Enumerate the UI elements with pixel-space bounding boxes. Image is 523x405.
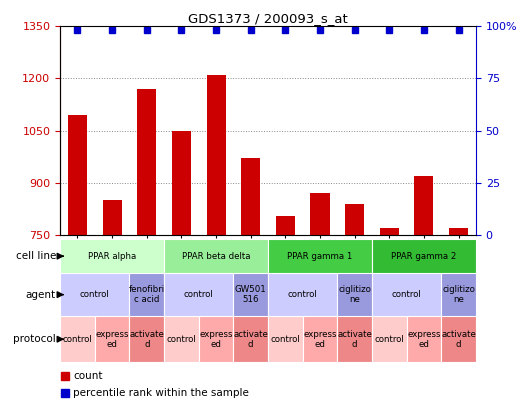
Text: PPAR alpha: PPAR alpha [88,252,137,261]
Bar [345,204,364,235]
Bar [233,273,268,316]
Text: control: control [166,335,196,344]
Bar [164,316,199,362]
Title: GDS1373 / 200093_s_at: GDS1373 / 200093_s_at [188,12,348,25]
Text: control: control [374,335,404,344]
Bar [303,316,337,362]
Bar [268,273,337,316]
Text: GW501
516: GW501 516 [235,285,267,304]
Bar [129,316,164,362]
Bar [276,216,295,235]
Bar [337,316,372,362]
Bar [60,239,164,273]
Bar [164,273,233,316]
Text: fenofibri
c acid: fenofibri c acid [129,285,165,304]
Bar [68,115,87,235]
Text: protocol: protocol [13,334,56,344]
Bar [441,316,476,362]
Bar [172,130,191,235]
Bar [207,75,225,235]
Bar [311,193,329,235]
Text: activate
d: activate d [129,330,164,349]
Text: percentile rank within the sample: percentile rank within the sample [73,388,249,398]
Text: control: control [184,290,213,299]
Bar [372,273,441,316]
Bar [60,316,95,362]
Text: PPAR beta delta: PPAR beta delta [182,252,251,261]
Text: control: control [392,290,422,299]
Text: activate
d: activate d [233,330,268,349]
Bar [95,316,129,362]
Bar [407,316,441,362]
Text: cell line: cell line [16,251,56,261]
Text: count: count [73,371,103,381]
Text: agent: agent [26,290,56,300]
Text: control: control [270,335,300,344]
Bar [164,239,268,273]
Text: control: control [288,290,317,299]
Text: PPAR gamma 1: PPAR gamma 1 [287,252,353,261]
Bar [60,273,129,316]
Bar [372,239,476,273]
Text: ciglitizo
ne: ciglitizo ne [442,285,475,304]
Bar [241,158,260,235]
Text: control: control [80,290,110,299]
Text: control: control [63,335,93,344]
Text: express
ed: express ed [95,330,129,349]
Bar [129,273,164,316]
Bar [449,228,468,235]
Text: express
ed: express ed [303,330,337,349]
Bar [414,176,434,235]
Text: ciglitizo
ne: ciglitizo ne [338,285,371,304]
Text: express
ed: express ed [407,330,441,349]
Bar [441,273,476,316]
Text: activate
d: activate d [441,330,476,349]
Bar [137,89,156,235]
Text: PPAR gamma 2: PPAR gamma 2 [391,252,457,261]
Bar [268,316,303,362]
Bar [103,200,122,235]
Bar [380,228,399,235]
Text: express
ed: express ed [199,330,233,349]
Bar [199,316,233,362]
Bar [268,239,372,273]
Text: activate
d: activate d [337,330,372,349]
Bar [233,316,268,362]
Bar [337,273,372,316]
Bar [372,316,407,362]
